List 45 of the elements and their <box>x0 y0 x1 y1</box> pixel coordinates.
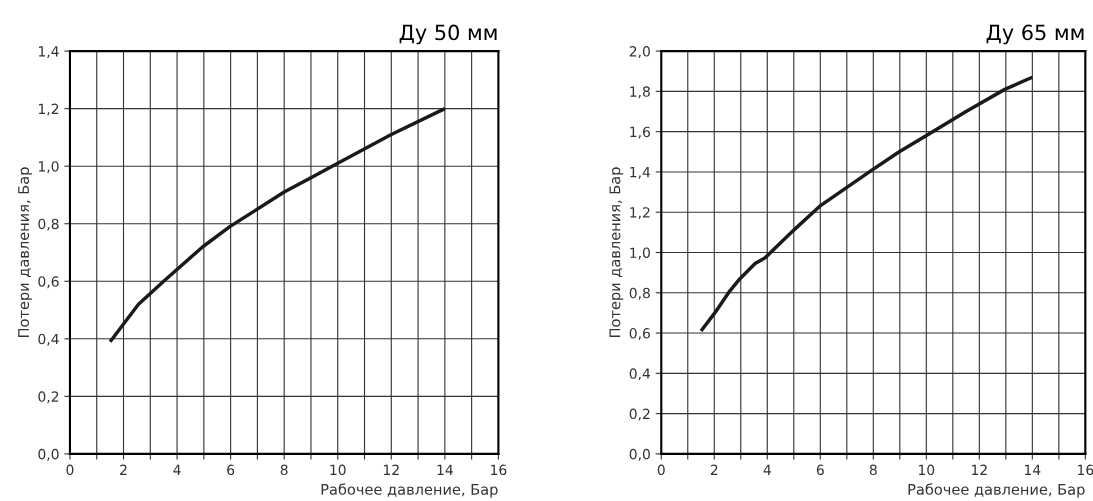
x-tick-label: 2 <box>710 464 718 475</box>
x-tick-label: 4 <box>763 464 771 475</box>
y-tick-label: 0,6 <box>38 276 59 289</box>
line-series <box>108 106 447 344</box>
y-tick-label: 1,0 <box>630 247 650 260</box>
y-tick-label: 0,0 <box>38 448 59 461</box>
x-tick-label: 0 <box>657 464 665 476</box>
x-tick-label: 12 <box>972 464 987 475</box>
x-tick-label: 14 <box>437 464 453 475</box>
y-tick-label: 0,2 <box>38 391 59 404</box>
x-axis-title: Рабочее давление, Бар <box>321 483 498 498</box>
y-tick-label: 1,6 <box>630 126 650 139</box>
y-tick-label: 0,0 <box>629 448 650 461</box>
x-tick-label: 10 <box>330 464 346 476</box>
y-tick-label: 1,2 <box>630 207 650 220</box>
x-tick-label: 14 <box>1025 464 1041 475</box>
x-tick-label: 4 <box>173 464 181 475</box>
x-axis-title: Рабочее давление, Бар <box>908 483 1085 498</box>
x-tick-label: 10 <box>919 464 935 476</box>
y-axis-title: Потери давления, Бар <box>18 167 32 338</box>
x-tick-label: 6 <box>816 464 824 476</box>
x-tick-label: 8 <box>280 464 288 476</box>
y-axis-title: Потери давления, Бар <box>609 167 624 338</box>
y-tick-label: 1,8 <box>630 86 650 99</box>
y-tick-label: 0,4 <box>629 368 651 381</box>
y-tick-label: 1,2 <box>38 103 59 116</box>
chart-title: Ду 50 мм <box>399 24 497 45</box>
y-tick-label: 0,2 <box>629 408 650 421</box>
x-tick-label: 8 <box>869 464 877 476</box>
y-tick-label: 1,4 <box>38 46 59 58</box>
y-tick-label: 0,4 <box>38 333 59 346</box>
x-tick-label: 16 <box>1078 464 1093 476</box>
line-series <box>699 75 1035 333</box>
y-tick-label: 2,0 <box>629 46 650 58</box>
chart-title: Ду 65 мм <box>986 24 1084 45</box>
x-tick-label: 2 <box>120 464 127 475</box>
y-tick-label: 0,8 <box>38 218 59 231</box>
x-tick-label: 0 <box>66 464 74 476</box>
y-tick-label: 1,0 <box>38 161 59 174</box>
y-tick-label: 1,4 <box>630 167 651 179</box>
x-tick-label: 16 <box>491 464 507 476</box>
y-tick-label: 0,6 <box>629 328 650 340</box>
x-tick-label: 12 <box>383 464 399 475</box>
y-tick-label: 0,8 <box>629 287 650 300</box>
x-tick-label: 6 <box>227 464 235 476</box>
